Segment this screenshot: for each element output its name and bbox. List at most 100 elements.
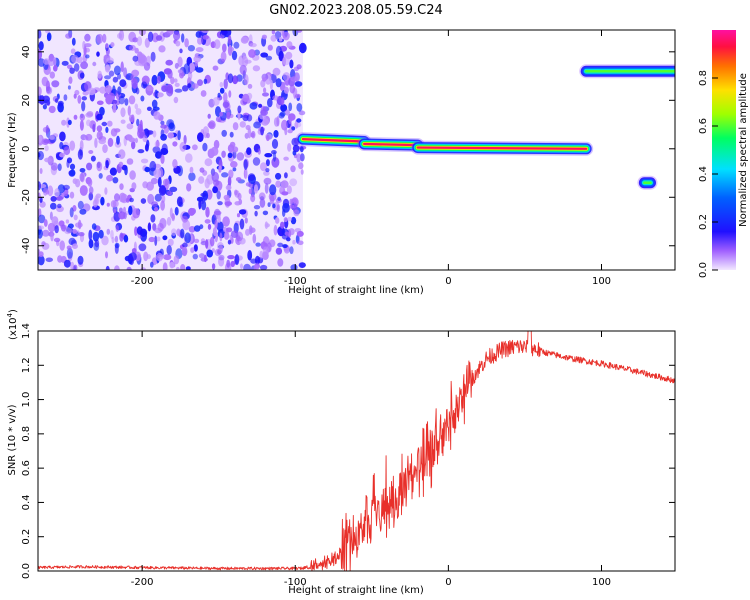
noise-speck	[120, 107, 126, 118]
noise-speck	[231, 50, 238, 61]
noise-speck	[160, 124, 167, 129]
noise-speck	[176, 228, 181, 236]
noise-speck	[229, 47, 235, 52]
noise-speck	[74, 63, 80, 72]
noise-speck	[294, 93, 301, 99]
noise-speck	[190, 247, 195, 253]
noise-speck	[38, 181, 42, 191]
noise-speck	[204, 158, 213, 167]
noise-speck	[296, 64, 302, 70]
noise-speck	[85, 54, 90, 59]
noise-speck	[219, 232, 223, 242]
noise-speck	[105, 251, 108, 259]
noise-speck	[253, 121, 261, 129]
noise-speck	[142, 135, 148, 143]
noise-speck	[264, 221, 269, 229]
noise-speck	[147, 193, 155, 205]
noise-speck	[227, 144, 235, 153]
noise-speck	[73, 264, 78, 270]
snr-yscale: (x104)	[6, 309, 19, 340]
noise-speck	[114, 243, 119, 254]
noise-speck	[219, 87, 225, 94]
noise-speck	[113, 208, 117, 214]
noise-speck	[71, 243, 78, 249]
noise-speck	[212, 227, 217, 237]
noise-speck	[260, 52, 269, 58]
spectral-line-band	[416, 146, 588, 150]
noise-speck	[156, 75, 161, 84]
noise-speck	[98, 229, 104, 239]
noise-speck	[229, 131, 234, 138]
noise-speck	[238, 209, 247, 215]
noise-speck	[41, 242, 50, 250]
noise-speck	[224, 201, 232, 207]
spectrogram-ytick-label: 40	[21, 45, 32, 58]
noise-speck	[281, 96, 285, 106]
noise-speck	[206, 132, 210, 139]
noise-speck	[179, 141, 187, 152]
noise-speck	[227, 239, 232, 245]
noise-speck	[271, 138, 279, 149]
noise-speck	[276, 115, 280, 127]
colorbar-tick-label: 0.0	[698, 262, 709, 278]
noise-speck	[177, 130, 181, 141]
noise-speck	[85, 112, 94, 118]
noise-speck	[69, 191, 75, 199]
noise-speck	[131, 69, 140, 77]
noise-speck	[282, 72, 291, 81]
noise-speck	[287, 143, 292, 152]
noise-speck	[70, 48, 76, 54]
noise-speck	[213, 179, 220, 186]
noise-speck	[288, 102, 293, 112]
noise-speck	[258, 103, 263, 108]
noise-speck	[110, 42, 115, 48]
snr-series-line	[38, 331, 675, 571]
noise-speck	[222, 43, 227, 53]
noise-speck	[44, 157, 52, 163]
colorbar-tick-label: 0.8	[698, 70, 709, 86]
spectrogram-ytick-label: 0	[21, 146, 32, 152]
noise-speck	[73, 214, 78, 221]
noise-speck	[221, 129, 227, 137]
spectrogram-xtick-label: -100	[284, 276, 307, 287]
noise-speck	[277, 242, 284, 248]
noise-speck	[38, 49, 43, 60]
noise-speck	[38, 135, 42, 143]
noise-speck	[79, 172, 85, 182]
noise-speck	[284, 231, 289, 236]
noise-speck	[77, 200, 84, 210]
noise-speck	[97, 70, 102, 79]
noise-speck	[239, 218, 245, 230]
noise-speck	[65, 219, 70, 224]
noise-speck	[243, 159, 248, 171]
noise-speck	[284, 172, 288, 179]
noise-speck	[126, 266, 132, 270]
noise-speck	[141, 81, 148, 89]
noise-speck	[101, 121, 108, 127]
noise-speck	[207, 122, 215, 128]
colorbar-tick-label: 0.6	[698, 118, 709, 134]
noise-speck	[96, 113, 103, 121]
noise-speck	[41, 76, 49, 87]
noise-speck	[127, 105, 131, 116]
noise-speck	[74, 89, 80, 96]
noise-speck	[188, 207, 195, 216]
noise-speck	[136, 118, 140, 127]
noise-speck	[226, 111, 231, 120]
noise-speck	[227, 73, 234, 84]
noise-speck	[216, 221, 224, 232]
noise-speck	[197, 37, 203, 45]
noise-speck	[114, 265, 120, 270]
noise-speck	[150, 51, 156, 62]
noise-speck	[173, 31, 181, 41]
noise-speck	[140, 95, 145, 102]
spectral-line-band	[301, 137, 366, 143]
noise-speck	[154, 193, 162, 202]
noise-speck	[144, 166, 151, 173]
noise-speck	[211, 263, 216, 270]
noise-speck	[269, 184, 277, 196]
snr-ytick-label: 0.4	[21, 494, 32, 510]
noise-speck	[289, 178, 298, 187]
noise-speck	[292, 239, 296, 245]
noise-speck	[233, 77, 239, 83]
